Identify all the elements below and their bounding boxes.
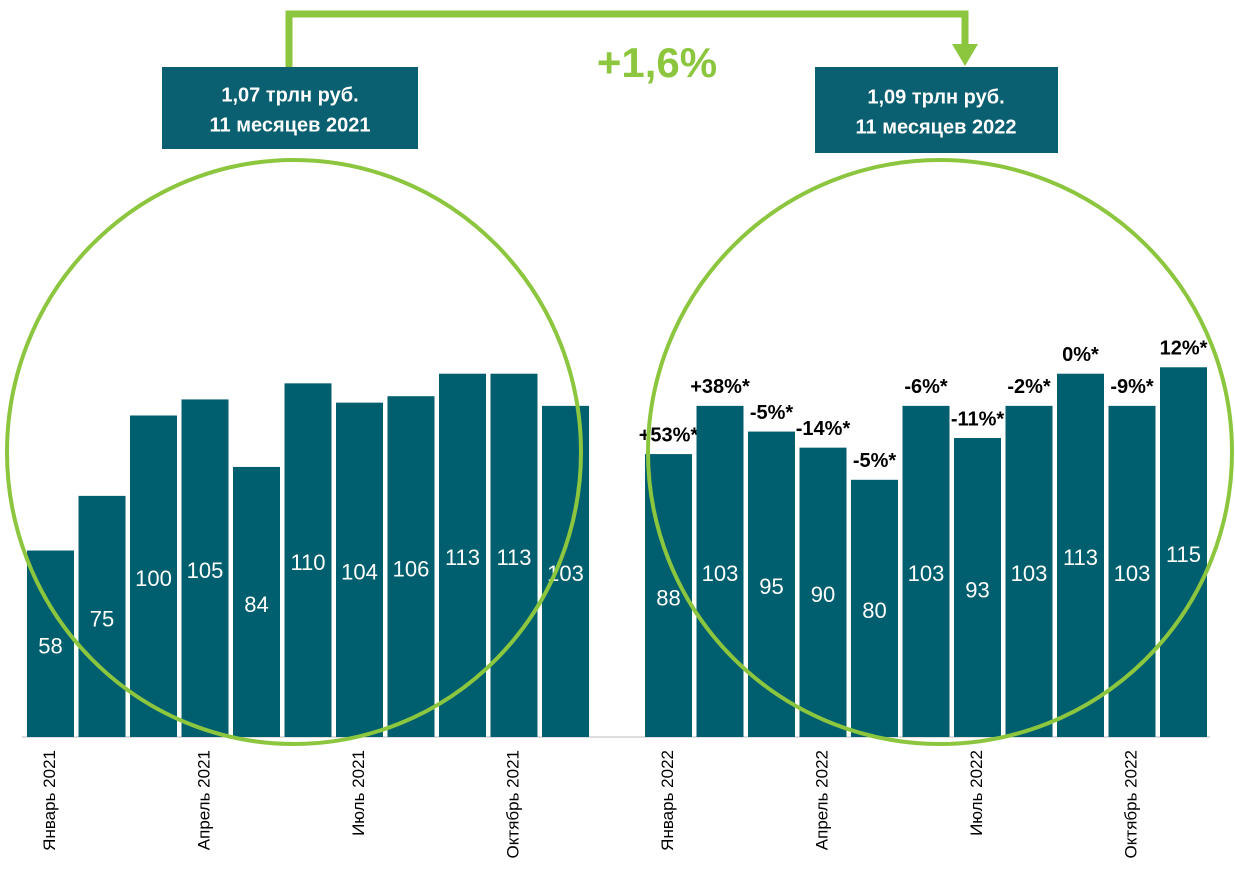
- bar: [284, 383, 332, 737]
- bar: [696, 405, 744, 737]
- value-label: 106: [393, 556, 430, 581]
- value-label: 113: [445, 545, 480, 570]
- box-text: 1,07 трлн руб.: [221, 84, 358, 106]
- bar: [902, 405, 950, 737]
- bar: [851, 479, 898, 737]
- bar: [954, 438, 1001, 737]
- growth-label: 12%*: [1160, 338, 1208, 360]
- bar: [336, 402, 383, 737]
- value-label: 103: [1114, 561, 1151, 586]
- x-tick-label: Октябрь 2022: [1121, 750, 1140, 858]
- bar: [233, 466, 280, 737]
- bar: [490, 373, 538, 737]
- bar: [78, 495, 126, 737]
- value-label: 93: [965, 577, 989, 602]
- value-label: 110: [290, 550, 325, 575]
- x-tick-label: Июль 2022: [967, 750, 986, 836]
- box-text: 11 месяцев 2021: [210, 114, 371, 136]
- value-label: 113: [496, 545, 531, 570]
- bar: [1057, 373, 1104, 737]
- value-label: 103: [702, 561, 739, 586]
- value-label: 95: [759, 574, 783, 599]
- x-tick-label: Январь 2021: [40, 750, 59, 851]
- growth-label: 0%*: [1062, 344, 1099, 366]
- change-label: +1,6%: [597, 39, 717, 86]
- value-label: 103: [1011, 561, 1048, 586]
- growth-label: -5%*: [750, 402, 794, 424]
- bar: [387, 396, 435, 737]
- arrow: [285, 10, 969, 67]
- box-2022: [815, 67, 1058, 153]
- value-label: 75: [90, 606, 114, 631]
- value-label: 100: [135, 566, 172, 591]
- value-label: 104: [341, 560, 378, 585]
- circle-2021: [5, 158, 583, 746]
- growth-label: +53%*: [639, 424, 699, 446]
- bar: [799, 447, 847, 737]
- growth-label: -11%*: [951, 408, 1005, 430]
- x-tick-label: Январь 2022: [658, 750, 677, 851]
- box-text: 1,09 трлн руб.: [867, 86, 1004, 108]
- bar: [1108, 405, 1156, 737]
- value-label: 90: [811, 582, 835, 607]
- growth-label: -5%*: [853, 450, 897, 472]
- value-label: 103: [908, 561, 945, 586]
- box-2021: [162, 67, 418, 149]
- x-tick-label: Октябрь 2021: [503, 750, 522, 858]
- box-text: 11 месяцев 2022: [856, 116, 1017, 138]
- growth-label: -2%*: [1007, 376, 1051, 398]
- x-tick-label: Апрель 2021: [194, 750, 213, 850]
- value-label: 88: [656, 585, 680, 610]
- value-label: 58: [38, 634, 62, 659]
- value-label: 84: [244, 592, 268, 617]
- bar: [1160, 367, 1207, 737]
- value-label: 113: [1063, 545, 1098, 570]
- circle-2022: [646, 158, 1234, 746]
- bar: [748, 431, 795, 737]
- arrow-head: [952, 44, 978, 66]
- growth-label: +38%*: [690, 376, 750, 398]
- value-label: 80: [862, 598, 886, 623]
- x-tick-label: Апрель 2022: [812, 750, 831, 850]
- growth-label: -14%*: [796, 418, 851, 440]
- x-tick-label: Июль 2021: [349, 750, 368, 836]
- bar: [181, 399, 229, 737]
- growth-label: -9%*: [1110, 376, 1154, 398]
- growth-label: -6%*: [904, 376, 948, 398]
- value-label: 115: [1166, 542, 1201, 567]
- value-label: 105: [187, 558, 224, 583]
- bar: [130, 415, 177, 737]
- bar: [1005, 405, 1053, 737]
